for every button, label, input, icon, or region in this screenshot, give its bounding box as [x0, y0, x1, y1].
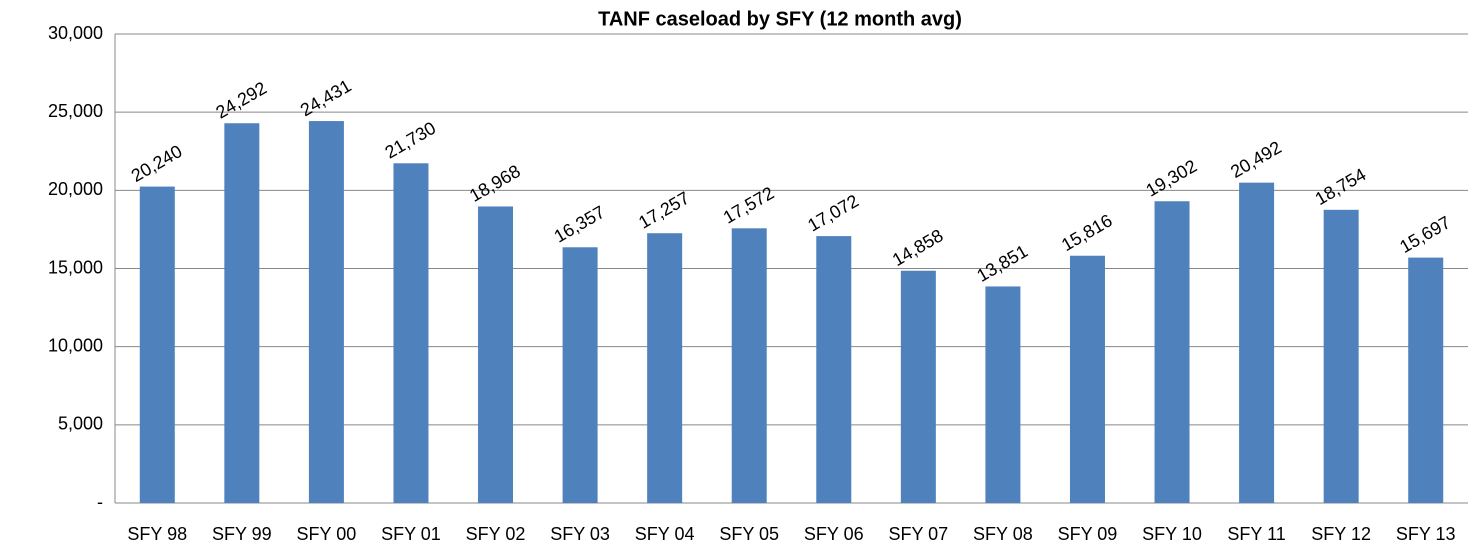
data-label: 13,851	[973, 241, 1031, 286]
bar	[1069, 255, 1105, 503]
x-tick-label: SFY 12	[1311, 524, 1371, 544]
bar	[308, 121, 344, 503]
bar	[393, 163, 429, 504]
y-tick-label: 20,000	[48, 179, 103, 199]
bar	[139, 186, 175, 503]
x-tick-label: SFY 02	[466, 524, 526, 544]
x-tick-label: SFY 98	[127, 524, 187, 544]
y-tick-label: 30,000	[48, 23, 103, 43]
bar	[224, 123, 260, 503]
data-label: 19,302	[1143, 156, 1201, 201]
x-tick-label: SFY 09	[1058, 524, 1118, 544]
data-label: 17,572	[720, 183, 778, 228]
x-tick-label: SFY 04	[635, 524, 695, 544]
x-tick-label: SFY 06	[804, 524, 864, 544]
data-label: 15,816	[1058, 210, 1116, 255]
data-label: 14,858	[889, 225, 947, 270]
data-label: 17,257	[635, 188, 693, 233]
bar	[731, 228, 767, 503]
bar	[478, 206, 514, 504]
x-tick-label: SFY 08	[973, 524, 1033, 544]
x-tick-label: SFY 99	[212, 524, 272, 544]
y-tick-label: -	[97, 492, 103, 512]
chart-title: TANF caseload by SFY (12 month avg)	[598, 8, 962, 30]
data-label: 15,697	[1396, 212, 1454, 257]
y-tick-label: 10,000	[48, 335, 103, 355]
bar	[1323, 209, 1359, 503]
data-label: 24,292	[212, 78, 270, 123]
bar	[647, 233, 683, 503]
bar	[900, 270, 936, 503]
bar	[1239, 182, 1275, 504]
bar	[1154, 201, 1190, 503]
data-label: 20,492	[1227, 137, 1285, 182]
x-tick-label: SFY 05	[719, 524, 779, 544]
y-tick-label: 5,000	[58, 414, 103, 434]
y-tick-label: 15,000	[48, 257, 103, 277]
bar	[562, 247, 598, 503]
data-label: 24,431	[297, 76, 355, 121]
data-label: 18,754	[1312, 164, 1370, 209]
data-label: 18,968	[466, 161, 524, 206]
x-tick-label: SFY 01	[381, 524, 441, 544]
x-tick-label: SFY 07	[888, 524, 948, 544]
bar	[985, 286, 1021, 503]
bar	[816, 236, 852, 503]
x-tick-label: SFY 10	[1142, 524, 1202, 544]
data-label: 16,357	[551, 202, 609, 247]
data-label: 20,240	[128, 141, 186, 186]
y-tick-label: 25,000	[48, 101, 103, 121]
x-tick-label: SFY 11	[1227, 524, 1285, 544]
x-tick-label: SFY 00	[297, 524, 357, 544]
x-tick-label: SFY 13	[1396, 524, 1456, 544]
data-label: 21,730	[382, 118, 440, 163]
x-tick-label: SFY 03	[550, 524, 610, 544]
data-label: 17,072	[804, 191, 862, 236]
bar	[1408, 257, 1444, 503]
